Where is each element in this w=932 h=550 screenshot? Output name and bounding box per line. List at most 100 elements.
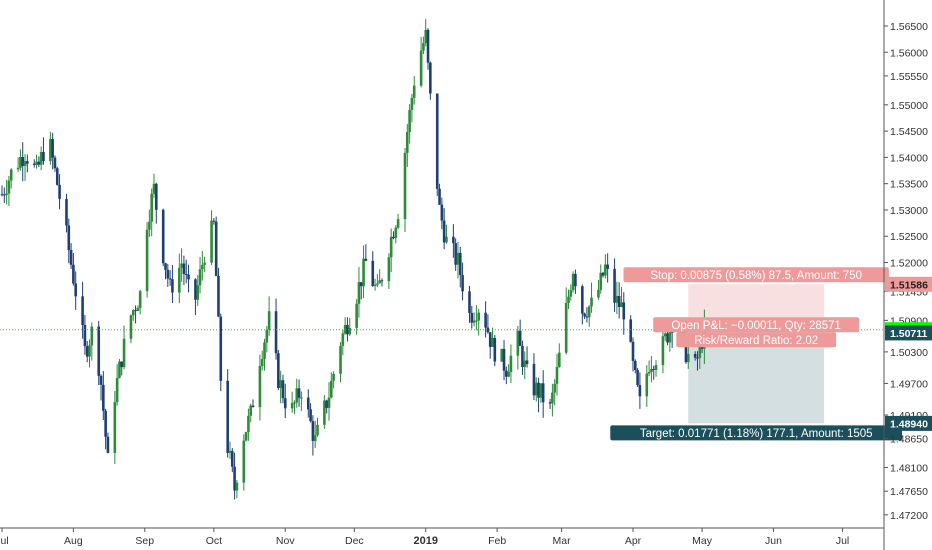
candle [389, 228, 393, 273]
candle [69, 243, 73, 269]
candle [274, 298, 278, 360]
candle [171, 265, 174, 303]
candle [55, 166, 59, 186]
svg-text:1.48940: 1.48940 [890, 418, 928, 430]
candle [348, 318, 352, 336]
time-tick-label: Sep [135, 535, 154, 547]
candle [403, 147, 407, 233]
price-tick-label: 1.50300 [890, 347, 928, 359]
candle [168, 270, 172, 286]
candle [359, 282, 363, 300]
time-tick-label: Nov [276, 535, 295, 547]
candle [518, 319, 522, 347]
candle [454, 238, 457, 271]
candle [180, 248, 183, 282]
candle [452, 224, 455, 258]
candle [219, 313, 223, 392]
candle [633, 359, 637, 374]
candle [21, 142, 25, 182]
time-tick-label: Mar [553, 535, 572, 547]
candle [387, 253, 391, 290]
candle [500, 348, 504, 362]
candle [507, 364, 510, 378]
candle [488, 332, 492, 359]
candle [396, 213, 400, 230]
candle [408, 104, 411, 144]
candle [74, 271, 77, 310]
candle [645, 365, 649, 407]
time-tick-label: Aug [64, 535, 83, 547]
candle [438, 183, 441, 206]
candle [267, 296, 271, 336]
candle [419, 36, 423, 88]
candle [551, 383, 554, 417]
svg-text:Stop: 0.00875 (0.58%) 87.5, Am: Stop: 0.00875 (0.58%) 87.5, Amount: 750 [650, 270, 862, 282]
candle [131, 309, 135, 321]
candle [277, 349, 280, 391]
time-axis[interactable]: Jul Aug Sep Oct Nov Dec 2019 Feb Mar Apr May Jun Jul [0, 527, 884, 547]
candle [638, 372, 642, 409]
candle [555, 353, 559, 396]
candle [138, 289, 142, 315]
candle [442, 208, 446, 250]
candle [118, 358, 121, 379]
svg-text:1.50711: 1.50711 [890, 328, 928, 340]
candle [249, 403, 253, 423]
candle [472, 312, 476, 327]
candle [521, 340, 524, 375]
candle [422, 36, 425, 55]
candle [35, 154, 38, 169]
open-pnl-label[interactable]: Open P&L: −0.00011, Qty: 28571 [653, 317, 860, 333]
candle [235, 480, 239, 499]
price-tick-label: 1.49700 [890, 378, 928, 390]
candle [39, 146, 43, 171]
candle [49, 131, 52, 165]
candle [233, 452, 236, 500]
candle [380, 278, 384, 287]
candle [615, 281, 619, 315]
candle [661, 327, 665, 374]
candle [97, 320, 101, 386]
candle [88, 339, 91, 368]
candle [424, 18, 428, 47]
position-tool-labels[interactable]: Stop: 0.00875 (0.58%) 87.5, Amount: 750 O… [610, 267, 903, 441]
candle [83, 314, 87, 355]
candle [260, 350, 264, 371]
candle [410, 93, 414, 123]
candle [696, 351, 699, 371]
candle [134, 305, 137, 324]
candle [456, 242, 460, 279]
candle [327, 382, 331, 421]
candle [309, 403, 312, 423]
time-tick-label: Dec [345, 535, 364, 547]
candle [461, 262, 464, 301]
time-tick-label: Oct [206, 535, 222, 547]
candle [102, 371, 105, 421]
risk-reward-label[interactable]: Risk/Reward Ratio: 2.02 [676, 332, 837, 348]
candle [574, 269, 577, 294]
candle [120, 361, 124, 376]
price-tick-label: 1.47650 [890, 486, 928, 498]
candle [583, 312, 586, 319]
candle [525, 346, 529, 368]
candle [470, 305, 474, 329]
candle [491, 327, 494, 348]
candle [258, 354, 262, 421]
candle [32, 159, 36, 168]
candle [620, 286, 623, 308]
candle [429, 61, 432, 100]
candle [217, 267, 220, 318]
stop-label[interactable]: Stop: 0.00875 (0.58%) 87.5, Amount: 750 [623, 267, 889, 283]
candle [426, 28, 430, 70]
candle [214, 216, 218, 277]
price-axis[interactable]: 1.472001.476501.481001.486501.491001.497… [883, 0, 928, 550]
candle [19, 149, 22, 171]
price-tick-label: 1.47200 [890, 510, 928, 522]
candle [90, 322, 94, 361]
target-label[interactable]: Target: 0.01771 (1.18%) 177.1, Amount: 1… [610, 425, 903, 441]
candle [339, 342, 342, 383]
candle [392, 231, 395, 240]
candle [435, 93, 439, 196]
